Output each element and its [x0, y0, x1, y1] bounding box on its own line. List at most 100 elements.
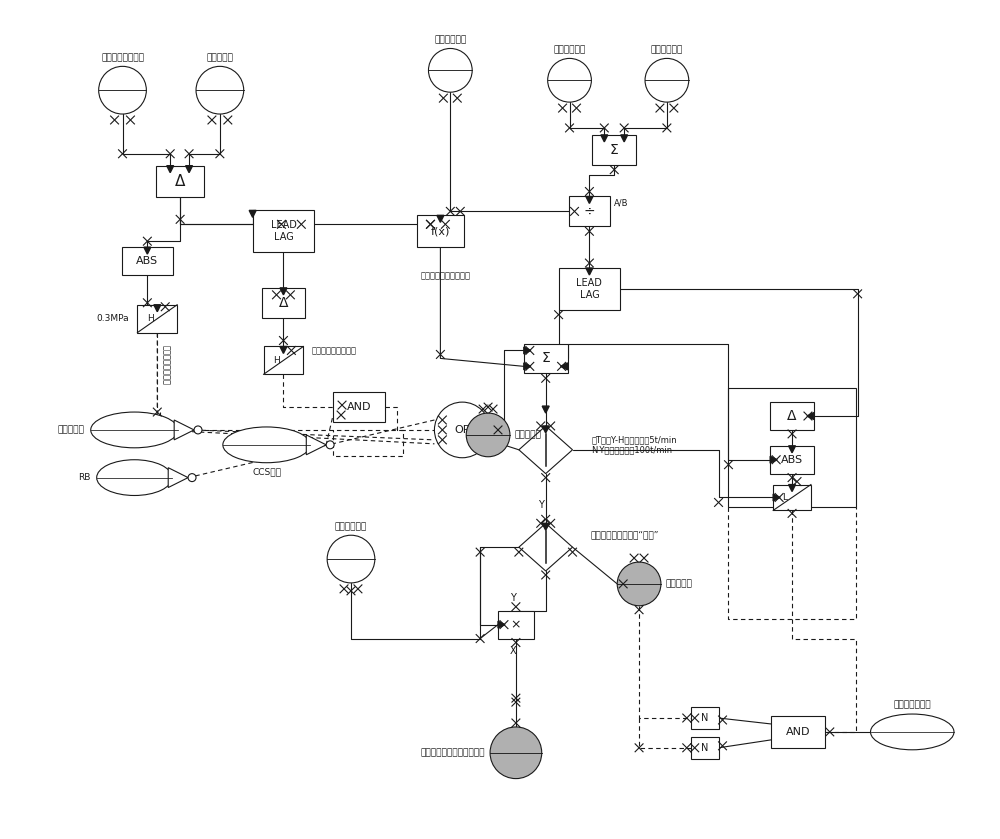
- Polygon shape: [542, 406, 549, 413]
- Polygon shape: [306, 435, 326, 455]
- Text: OR: OR: [454, 425, 471, 435]
- Polygon shape: [249, 211, 256, 217]
- Text: N: N: [701, 713, 708, 723]
- Circle shape: [326, 440, 334, 449]
- Circle shape: [196, 66, 244, 114]
- Text: 主蜂汽压力: 主蜂汽压力: [206, 54, 233, 62]
- Polygon shape: [542, 524, 549, 530]
- Text: CCS方式: CCS方式: [252, 467, 281, 477]
- Bar: [498, 611, 534, 638]
- Bar: [773, 485, 811, 510]
- Text: Δ: Δ: [787, 409, 797, 423]
- Polygon shape: [601, 135, 608, 142]
- Circle shape: [188, 474, 196, 482]
- Text: 功煤比校正触发: 功煤比校正触发: [893, 700, 931, 709]
- Polygon shape: [186, 165, 193, 173]
- Polygon shape: [561, 363, 568, 370]
- Text: LEAD
LAG: LEAD LAG: [576, 278, 602, 300]
- Text: 机组负荷静态基础煤量指令: 机组负荷静态基础煤量指令: [421, 748, 485, 758]
- Text: H: H: [147, 314, 154, 323]
- Polygon shape: [154, 305, 161, 312]
- Text: ×: ×: [511, 618, 521, 631]
- Circle shape: [428, 49, 472, 92]
- Polygon shape: [586, 196, 593, 203]
- Polygon shape: [789, 446, 796, 453]
- Polygon shape: [280, 347, 287, 353]
- Polygon shape: [437, 216, 444, 222]
- Polygon shape: [280, 288, 287, 294]
- Circle shape: [194, 426, 202, 434]
- Polygon shape: [807, 413, 814, 420]
- Text: Δ: Δ: [279, 296, 288, 310]
- Bar: [559, 268, 620, 310]
- Circle shape: [490, 727, 542, 779]
- Circle shape: [434, 402, 490, 458]
- Bar: [569, 196, 610, 227]
- Text: Σ: Σ: [610, 143, 619, 157]
- Text: LEAD
LAG: LEAD LAG: [271, 221, 296, 242]
- Text: 机组供热负荷: 机组供热负荷: [651, 45, 683, 55]
- Polygon shape: [174, 420, 194, 440]
- Bar: [770, 402, 814, 430]
- Bar: [156, 165, 204, 197]
- Text: ABS: ABS: [136, 256, 158, 266]
- Bar: [262, 288, 305, 318]
- Bar: [253, 211, 314, 252]
- Text: ÷: ÷: [584, 205, 595, 218]
- Text: f(x): f(x): [431, 227, 450, 237]
- Text: ABS: ABS: [781, 455, 803, 465]
- Polygon shape: [770, 456, 777, 463]
- Text: X: X: [510, 647, 516, 656]
- Bar: [333, 392, 385, 422]
- Circle shape: [327, 535, 375, 583]
- Polygon shape: [773, 494, 780, 501]
- Ellipse shape: [871, 714, 954, 750]
- Polygon shape: [519, 524, 573, 571]
- Text: 主蜂汽压力设定値: 主蜂汽压力设定値: [101, 54, 144, 62]
- Ellipse shape: [97, 460, 172, 496]
- Text: Y: Y: [538, 500, 544, 510]
- Polygon shape: [524, 347, 531, 354]
- Text: 稳态功煤比: 稳态功煤比: [666, 580, 693, 588]
- Text: 机组总燃料量: 机组总燃料量: [434, 35, 466, 44]
- Text: 机组实际负荷: 机组实际负荷: [553, 45, 586, 55]
- Bar: [771, 716, 825, 748]
- Text: L: L: [783, 493, 788, 502]
- Text: 煤量校正功煤比设置“死区”: 煤量校正功煤比设置“死区”: [590, 531, 659, 539]
- Text: AND: AND: [786, 727, 810, 737]
- Polygon shape: [542, 426, 549, 433]
- Text: 主蜂汽压力偏差大: 主蜂汽压力偏差大: [161, 346, 170, 385]
- Text: H: H: [273, 356, 280, 365]
- Circle shape: [617, 562, 661, 606]
- Polygon shape: [586, 268, 593, 275]
- Bar: [691, 737, 719, 758]
- Text: 主汽压偏差功煤比补偿: 主汽压偏差功煤比补偿: [420, 271, 470, 280]
- Polygon shape: [524, 363, 531, 370]
- Text: 0.3MPa: 0.3MPa: [97, 314, 129, 323]
- Bar: [264, 347, 303, 374]
- Text: A/B: A/B: [614, 199, 629, 208]
- Bar: [122, 248, 173, 275]
- Text: N: N: [701, 743, 708, 753]
- Text: AND: AND: [347, 402, 371, 412]
- Polygon shape: [519, 426, 573, 474]
- Text: 机组负荷指令: 机组负荷指令: [335, 522, 367, 531]
- Polygon shape: [789, 485, 796, 492]
- Ellipse shape: [91, 412, 178, 448]
- Polygon shape: [498, 621, 505, 628]
- Text: Y: Y: [510, 593, 516, 602]
- Circle shape: [645, 59, 689, 102]
- Bar: [592, 135, 636, 164]
- Text: Σ: Σ: [541, 352, 550, 366]
- Circle shape: [99, 66, 146, 114]
- Polygon shape: [168, 467, 188, 487]
- Text: 动态功煤比: 动态功煤比: [515, 430, 542, 440]
- Bar: [728, 388, 856, 508]
- Ellipse shape: [223, 427, 310, 463]
- Bar: [137, 305, 177, 332]
- Circle shape: [466, 413, 510, 456]
- Text: 主汽压力变化率过大: 主汽压力变化率过大: [311, 346, 356, 355]
- Circle shape: [548, 59, 591, 102]
- Bar: [524, 343, 568, 373]
- Text: Δ: Δ: [175, 174, 185, 189]
